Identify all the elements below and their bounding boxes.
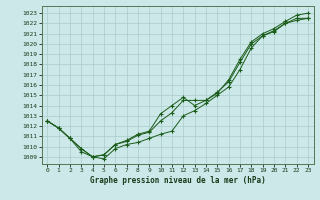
X-axis label: Graphe pression niveau de la mer (hPa): Graphe pression niveau de la mer (hPa) [90,176,266,185]
